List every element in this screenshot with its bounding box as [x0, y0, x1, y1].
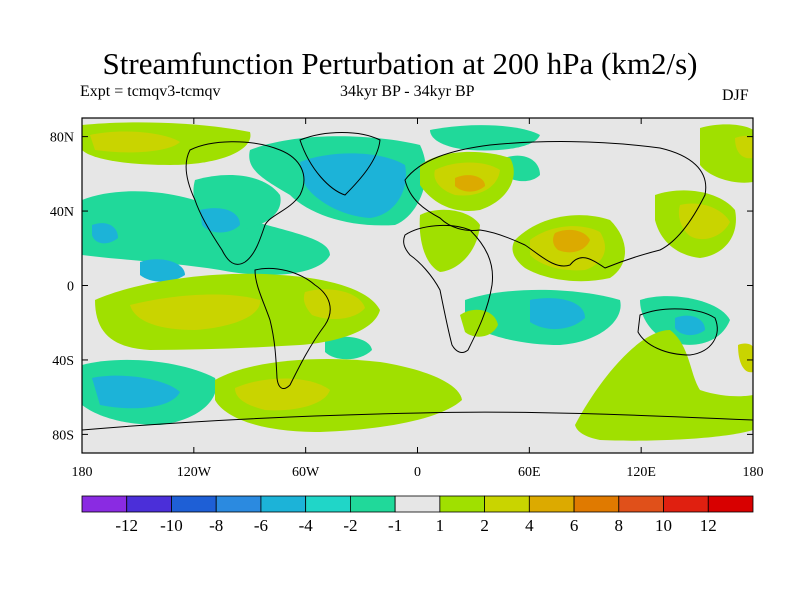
x-tick-label: 180 [72, 465, 93, 480]
coastline-layer [82, 132, 753, 431]
colorbar-label: -4 [299, 516, 314, 535]
colorbar-label: 4 [525, 516, 534, 535]
colorbar-label: 1 [436, 516, 445, 535]
contour-negative [92, 223, 118, 244]
colorbar-swatch [573, 495, 620, 513]
contour-positive [303, 289, 365, 320]
colorbar-label: -6 [254, 516, 268, 535]
chart-title: Streamfunction Perturbation at 200 hPa (… [102, 46, 698, 81]
x-tick-label: 180 [743, 465, 764, 480]
colorbar-swatch [215, 495, 262, 513]
colorbar-label: 8 [615, 516, 624, 535]
y-tick-label: 40S [52, 354, 74, 369]
coastline-greenland [299, 132, 381, 196]
contour-negative [530, 298, 585, 330]
x-tick-label: 120W [177, 465, 212, 480]
colorbar-swatch [439, 495, 486, 513]
colorbar-label: -1 [388, 516, 402, 535]
colorbar-swatch [618, 495, 664, 513]
x-tick-label: 120E [626, 465, 656, 480]
colorbar-swatch [394, 495, 441, 513]
colorbar-swatch [528, 495, 575, 513]
coastline-africa [403, 225, 494, 353]
contour-fill-layer [82, 122, 753, 441]
contour-negative [300, 153, 406, 218]
contour-negative [82, 191, 330, 275]
colorbar-label: 10 [655, 516, 672, 535]
colorbar-label: -8 [209, 516, 223, 535]
colorbar-label: 12 [700, 516, 717, 535]
colorbar-swatch [305, 495, 351, 513]
contour-negative [675, 315, 705, 336]
y-tick-label: 0 [67, 280, 74, 295]
coastline-north-america [185, 141, 305, 265]
y-tick-label: 40N [50, 205, 74, 220]
contour-positive [455, 175, 485, 192]
axis-ticks: 180 120W 60W 0 60E 120E 180 80N 40N 0 40S 80S [50, 118, 764, 480]
colorbar-swatch [707, 495, 754, 513]
contour-positive [575, 330, 753, 441]
x-tick-label: 60W [292, 465, 320, 480]
colorbar-label: -12 [115, 516, 138, 535]
contour-negative [325, 336, 372, 360]
colorbar-swatch [260, 495, 307, 513]
colorbar-swatch [349, 495, 396, 513]
x-tick-label: 0 [414, 465, 421, 480]
contour-positive [553, 229, 590, 253]
season-label: DJF [722, 87, 749, 104]
contour-positive [678, 203, 730, 240]
colorbar-label: 2 [480, 516, 489, 535]
colorbar-label: 6 [570, 516, 579, 535]
colorbar-swatch [171, 495, 217, 513]
experiment-label: Expt = tcmqv3-tcmqv [80, 83, 221, 100]
coastline-eurasia [404, 141, 707, 269]
colorbar-swatch [663, 495, 709, 513]
contour-positive [735, 135, 753, 159]
contour-positive [130, 294, 261, 330]
coastline-south-america [254, 267, 331, 389]
contour-negative [200, 208, 240, 233]
contour-positive [90, 131, 180, 153]
contour-positive [460, 309, 498, 337]
contour-negative [430, 125, 540, 151]
coastline-australia [637, 308, 718, 356]
y-tick-label: 80N [50, 131, 74, 146]
contour-positive [235, 378, 330, 411]
coastline-antarctica [82, 411, 753, 431]
period-label: 34kyr BP - 34kyr BP [340, 83, 475, 100]
x-tick-label: 60E [518, 465, 541, 480]
colorbar-swatch [81, 495, 128, 513]
colorbar: -12 -10 -8 -6 -4 -2 -1 1 2 4 6 8 10 12 [81, 495, 754, 535]
contour-negative [140, 259, 185, 282]
colorbar-swatch [126, 495, 172, 513]
contour-negative [92, 375, 180, 409]
y-tick-label: 80S [52, 428, 74, 443]
colorbar-label: -10 [160, 516, 183, 535]
contour-positive [738, 343, 753, 373]
colorbar-swatch [484, 495, 530, 513]
colorbar-label: -2 [343, 516, 357, 535]
